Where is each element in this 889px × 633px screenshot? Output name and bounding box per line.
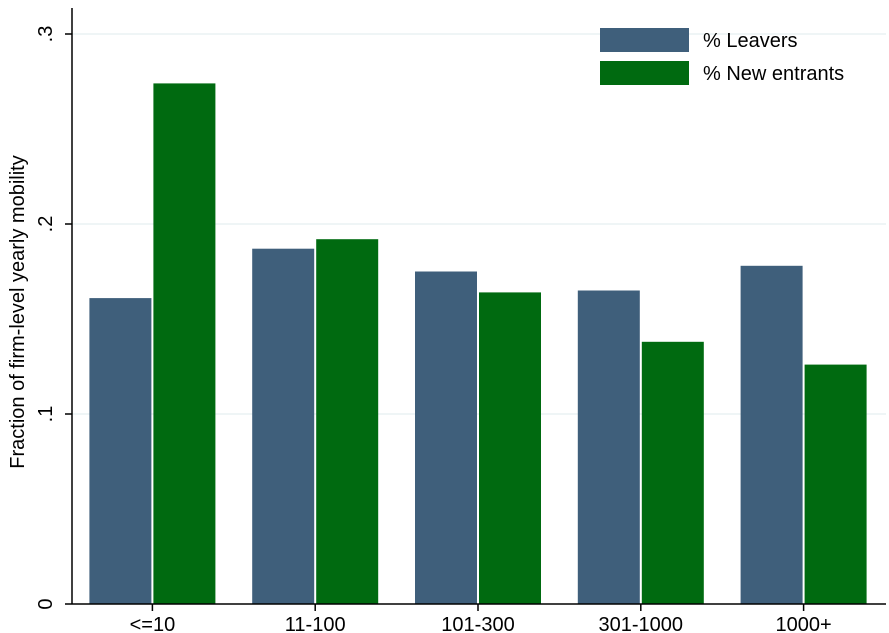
x-tick-label: 301-1000 <box>599 614 684 633</box>
x-tick-label: 1000+ <box>776 614 832 633</box>
bar-leavers <box>578 291 640 605</box>
legend: % Leavers % New entrants <box>600 28 844 85</box>
bar-new-entrants <box>805 365 867 604</box>
bar-leavers <box>415 272 477 605</box>
legend-label: % Leavers <box>703 30 798 52</box>
legend-swatch <box>600 61 689 85</box>
y-tick-label: .3 <box>35 26 57 43</box>
x-tick-label: 11-100 <box>285 614 346 633</box>
x-tick-label: <=10 <box>130 614 176 633</box>
legend-swatch <box>600 28 689 52</box>
y-tick-label: .2 <box>35 216 57 233</box>
y-tick-label: .1 <box>35 406 57 423</box>
x-tick-label: 101-300 <box>441 614 514 633</box>
legend-label: % New entrants <box>703 63 844 85</box>
bar-new-entrants <box>642 342 704 604</box>
bar-new-entrants <box>153 83 215 604</box>
bar-new-entrants <box>316 239 378 604</box>
bars <box>89 83 866 604</box>
bar-leavers <box>89 298 151 604</box>
bar-new-entrants <box>479 292 541 604</box>
y-tick-label: 0 <box>35 598 57 609</box>
bar-leavers <box>252 249 314 604</box>
y-axis-title: Fraction of firm-level yearly mobility <box>7 155 29 468</box>
bar-leavers <box>741 266 803 604</box>
